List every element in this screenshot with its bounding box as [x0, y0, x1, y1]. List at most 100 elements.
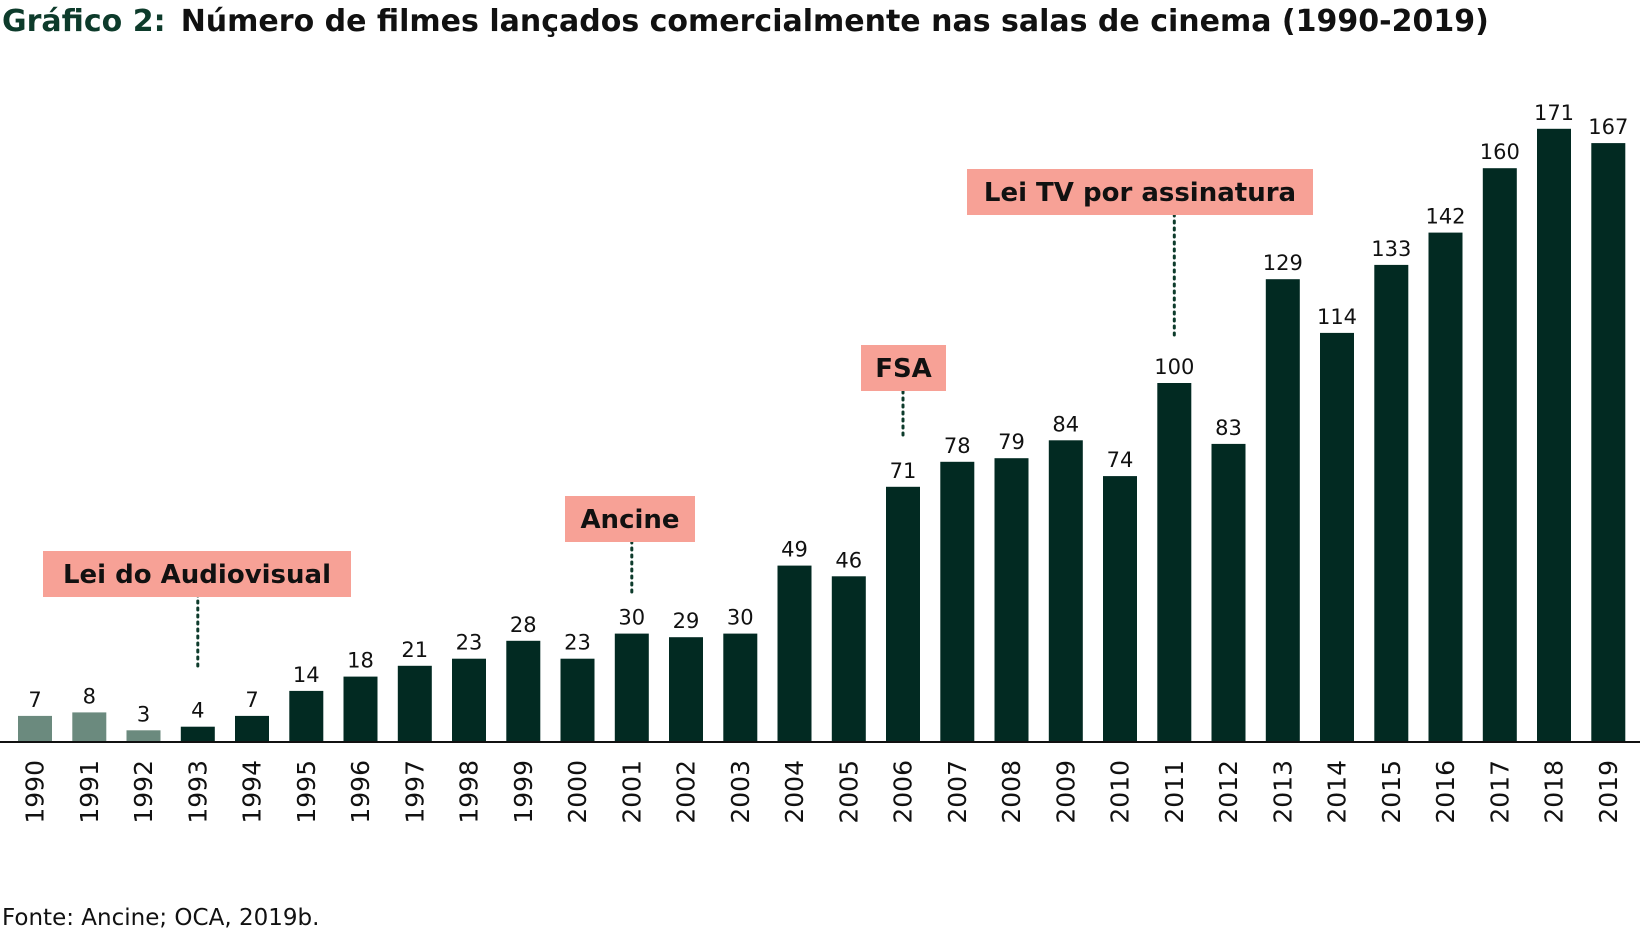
value-label-2002: 29 — [673, 609, 700, 633]
tick-label-2002: 2002 — [672, 760, 701, 824]
tick-label-1998: 1998 — [455, 760, 484, 824]
tick-label-2011: 2011 — [1160, 760, 1189, 824]
bar-2017 — [1482, 168, 1517, 741]
bar-2007 — [940, 461, 975, 741]
tick-label-1993: 1993 — [183, 760, 212, 824]
value-label-2019: 167 — [1588, 115, 1628, 139]
bar-2010 — [1103, 476, 1137, 741]
tick-label-1994: 1994 — [238, 760, 267, 824]
value-label-2015: 133 — [1371, 237, 1411, 261]
value-label-1991: 8 — [83, 684, 96, 708]
annotation-1-label: Lei do Audiovisual — [63, 560, 331, 590]
value-label-2010: 74 — [1107, 448, 1134, 472]
tick-label-2009: 2009 — [1051, 760, 1080, 824]
bar-2011 — [1157, 383, 1192, 741]
value-label-2004: 49 — [781, 538, 808, 562]
value-label-2014: 114 — [1317, 305, 1357, 329]
value-label-1996: 18 — [347, 649, 374, 673]
tick-label-2016: 2016 — [1431, 760, 1460, 824]
tick-label-2004: 2004 — [780, 760, 809, 824]
value-label-2013: 129 — [1263, 251, 1303, 275]
bar-2004 — [777, 565, 812, 741]
value-label-1992: 3 — [137, 702, 150, 726]
tick-labels-group: 1990 1991 1992 1993 1994 1995 1996 1997 1998 1999… — [21, 760, 1623, 824]
bar-2001 — [614, 633, 649, 741]
tick-label-2019: 2019 — [1594, 760, 1623, 824]
bar-2019 — [1591, 143, 1626, 742]
tick-label-2013: 2013 — [1268, 760, 1297, 824]
chart-title-prefix: Gráfico 2: — [2, 4, 166, 39]
tick-label-2007: 2007 — [943, 760, 972, 824]
annotation-4-label: Lei TV por assinatura — [984, 178, 1296, 208]
value-label-1995: 14 — [293, 663, 320, 687]
bar-1992 — [126, 730, 161, 741]
tick-label-2008: 2008 — [997, 760, 1026, 824]
tick-label-2001: 2001 — [617, 760, 646, 824]
value-label-2003: 30 — [727, 606, 754, 630]
source-note: Fonte: Ancine; OCA, 2019b. — [2, 905, 319, 931]
bar-2000 — [560, 658, 595, 741]
bar-1998 — [452, 658, 486, 741]
value-label-2008: 79 — [998, 430, 1025, 454]
bar-2009 — [1048, 440, 1083, 741]
tick-label-1992: 1992 — [129, 760, 158, 824]
bar-2008 — [994, 458, 1029, 741]
tick-label-2014: 2014 — [1323, 760, 1352, 824]
bar-2005 — [831, 576, 866, 741]
value-label-1993: 4 — [191, 699, 204, 723]
bar-1990 — [18, 715, 52, 741]
value-label-2001: 30 — [618, 606, 645, 630]
value-label-2007: 78 — [944, 434, 971, 458]
chart-title-text: Número de filmes lançados comercialmente… — [181, 4, 1489, 39]
tick-label-2012: 2012 — [1214, 760, 1243, 824]
tick-label-2005: 2005 — [834, 760, 863, 824]
annotation-3-label: FSA — [875, 354, 932, 384]
value-label-2006: 71 — [890, 459, 917, 483]
tick-label-1999: 1999 — [509, 760, 538, 824]
bar-2014 — [1320, 332, 1354, 741]
bar-1997 — [397, 665, 432, 741]
annotation-3: FSA — [861, 345, 946, 442]
annotation-2-label: Ancine — [580, 505, 679, 535]
value-label-2012: 83 — [1215, 416, 1242, 440]
value-label-2017: 160 — [1480, 140, 1520, 164]
tick-label-2006: 2006 — [889, 760, 918, 824]
bar-2006 — [886, 486, 920, 741]
annotation-4-box — [967, 169, 1313, 215]
bar-1994 — [235, 715, 269, 741]
value-label-1998: 23 — [456, 631, 483, 655]
value-label-2018: 171 — [1534, 101, 1574, 125]
tick-label-2010: 2010 — [1106, 760, 1135, 824]
value-label-1999: 28 — [510, 613, 537, 637]
bar-2016 — [1428, 232, 1463, 741]
bar-2003 — [723, 633, 758, 741]
value-label-2000: 23 — [564, 631, 591, 655]
tick-label-2017: 2017 — [1485, 760, 1514, 824]
annotation-3-box — [861, 345, 946, 391]
tick-label-1990: 1990 — [21, 760, 50, 824]
value-label-1997: 21 — [401, 638, 428, 662]
bars-group — [18, 128, 1626, 742]
annotation-1: Lei do Audiovisual — [43, 551, 351, 670]
annotations-group: Lei do Audiovisual Ancine FSA Lei TV por as… — [43, 169, 1313, 670]
value-label-2016: 142 — [1425, 205, 1465, 229]
tick-label-1996: 1996 — [346, 760, 375, 824]
annotation-2: Ancine — [565, 496, 695, 597]
tick-label-2018: 2018 — [1540, 760, 1569, 824]
value-label-1990: 7 — [28, 688, 41, 712]
bar-1993 — [180, 726, 215, 741]
bar-1991 — [72, 712, 107, 741]
value-label-2005: 46 — [835, 548, 862, 572]
annotation-4: Lei TV por assinatura — [967, 169, 1313, 342]
tick-label-2015: 2015 — [1377, 760, 1406, 824]
value-label-2009: 84 — [1052, 412, 1079, 436]
bar-2015 — [1374, 264, 1409, 741]
annotation-1-box — [43, 551, 351, 597]
chart-title: Gráfico 2: Número de filmes lançados com… — [2, 4, 1489, 39]
tick-label-1991: 1991 — [75, 760, 104, 824]
bar-2002 — [669, 637, 703, 741]
value-label-1994: 7 — [245, 688, 258, 712]
tick-label-2003: 2003 — [726, 760, 755, 824]
bar-1999 — [506, 640, 541, 741]
